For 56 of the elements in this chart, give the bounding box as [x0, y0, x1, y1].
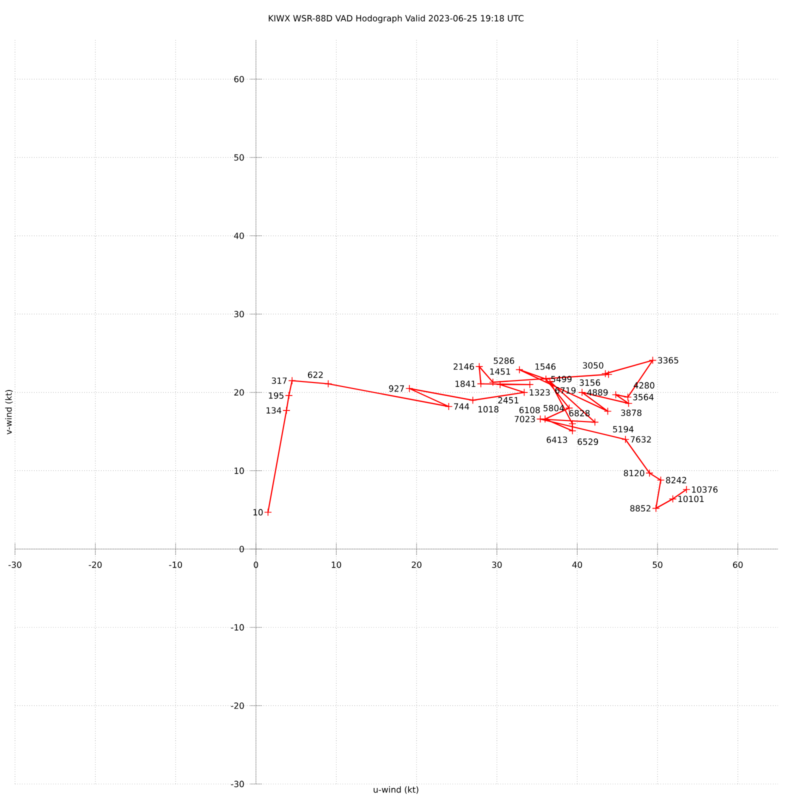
annotation: 134	[266, 407, 282, 414]
x-tick-label: 20	[412, 562, 422, 568]
annotation: 10101	[678, 496, 704, 502]
annotation: 1323	[530, 389, 550, 396]
annotation: 6108	[519, 406, 540, 414]
chart-title: KIWX WSR-88D VAD Hodograph Valid 2023-06-25 19:18 UTC	[268, 14, 524, 24]
annotation: 4889	[587, 389, 608, 396]
annotation: 5804	[544, 404, 564, 412]
annotation: 927	[389, 385, 404, 392]
annotation: 3365	[658, 357, 678, 364]
y-tick-label: 30	[234, 310, 244, 318]
x-tick-label: -20	[88, 562, 102, 568]
y-tick-label: 60	[234, 76, 244, 82]
y-tick-label: 40	[234, 232, 244, 239]
x-tick-label: 10	[332, 562, 342, 568]
annotation: 3050	[582, 362, 604, 369]
annotation: 622	[308, 372, 323, 378]
annotation: 7023	[514, 416, 535, 422]
y-tick-label: 20	[234, 389, 244, 396]
x-tick-label: 40	[572, 562, 582, 568]
y-tick-label: -10	[231, 624, 244, 631]
annotation: 2146	[454, 363, 474, 370]
x-tick-label: -30	[8, 562, 22, 568]
y-tick-label: 50	[234, 154, 244, 161]
annotation: 1546	[535, 363, 556, 370]
annotation: 6413	[546, 436, 568, 443]
annotation: 8852	[630, 505, 650, 512]
annotation: 3564	[633, 394, 654, 400]
y-tick-label: 10	[234, 468, 244, 474]
annotation: 1841	[456, 380, 476, 388]
annotation: 5194	[613, 426, 634, 432]
annotation: 744	[454, 403, 470, 410]
x-tick-label: -10	[169, 562, 182, 568]
annotation: 3156	[580, 379, 600, 386]
y-tick-label: -20	[231, 702, 244, 709]
x-axis-title: u-wind (kt)	[374, 786, 418, 794]
annotation: 3878	[621, 410, 642, 416]
annotation: 1451	[490, 368, 510, 375]
annotation: 5286	[494, 358, 514, 364]
x-tick-label: 0	[254, 562, 258, 568]
annotation: 10	[253, 509, 263, 516]
y-tick-label: -30	[231, 780, 244, 788]
y-tick-label: 0	[240, 546, 244, 552]
annotation: 8242	[666, 476, 686, 484]
annotation: 1018	[478, 406, 498, 412]
x-tick-label: 50	[652, 562, 662, 568]
annotation: 6529	[578, 438, 598, 445]
annotation: 2451	[498, 397, 518, 404]
x-tick-label: 60	[733, 562, 743, 568]
y-axis-title: v-wind (kt)	[5, 390, 13, 434]
annotation: 8120	[624, 470, 644, 476]
annotation: 317	[272, 377, 287, 384]
annotation: 195	[268, 392, 284, 399]
x-tick-label: 30	[492, 562, 502, 568]
annotation: 7632	[630, 436, 651, 443]
annotation: 10376	[692, 486, 718, 493]
